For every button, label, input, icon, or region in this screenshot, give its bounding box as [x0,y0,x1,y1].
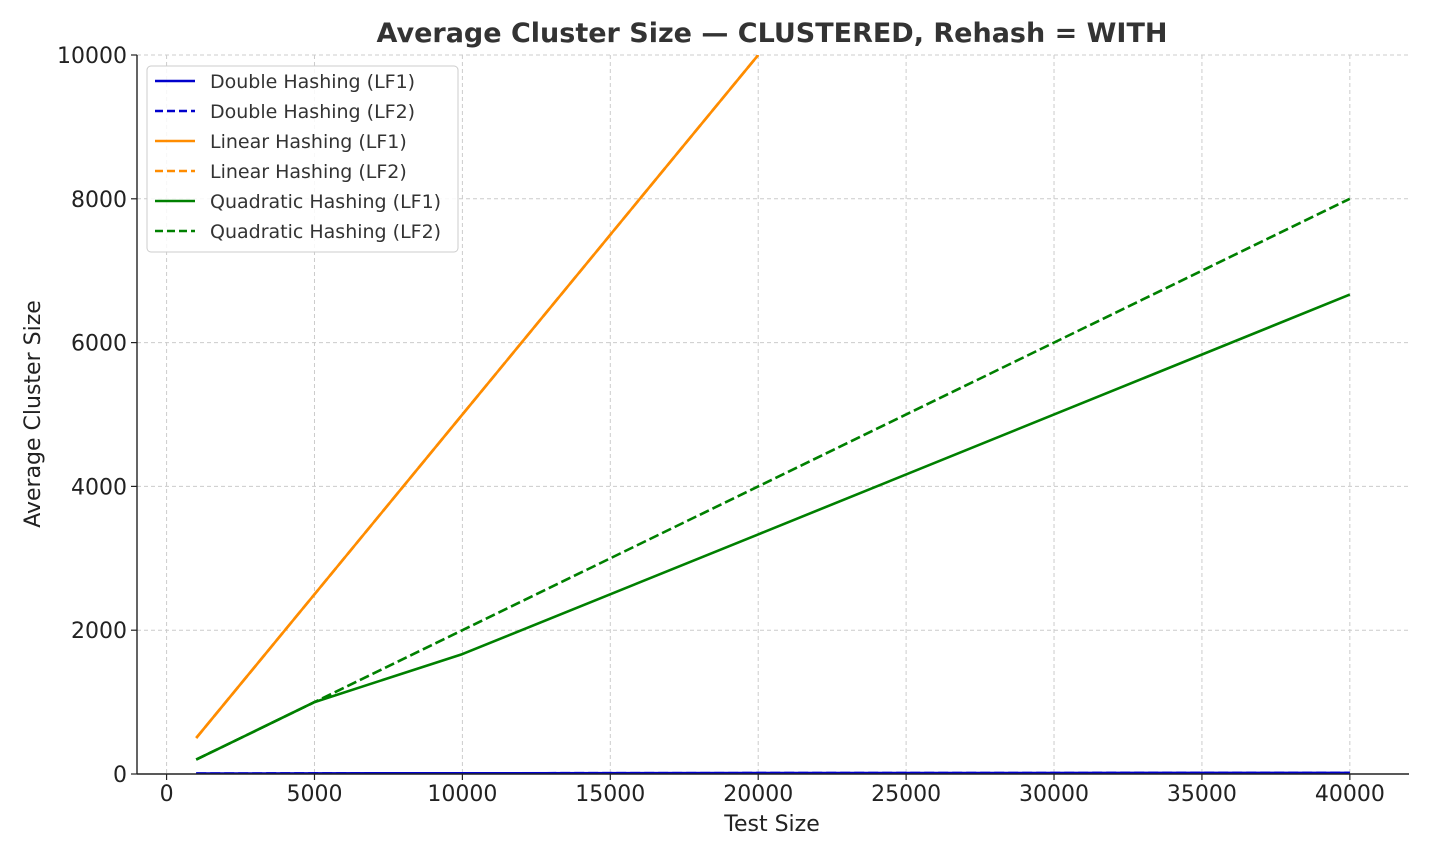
legend-box [146,65,459,253]
x-tick-label: 10000 [427,782,497,807]
x-tick-label: 15000 [575,782,645,807]
y-tick-label: 4000 [71,475,127,500]
y-tick-label: 10000 [57,44,127,69]
legend-label: Double Hashing (LF1) [210,71,415,93]
legend-label: Linear Hashing (LF2) [210,161,407,183]
legend-label: Quadratic Hashing (LF2) [210,221,441,243]
series-line-6 [195,197,1351,761]
chart-title: Average Cluster Size — CLUSTERED, Rehash… [377,18,1168,49]
x-tick-label: 0 [160,782,174,807]
legend-label: Double Hashing (LF2) [210,101,415,123]
legend: Double Hashing (LF1) Double Hashing (LF2)… [146,65,459,253]
y-tick-label: 8000 [71,188,127,213]
y-tick-label: 6000 [71,332,127,357]
ticks: 0 5000 10000 15000 20000 25000 30000 35000 40000… [57,44,1385,807]
y-tick-label: 2000 [71,619,127,644]
x-axis-label: Test Size [723,812,819,837]
x-tick-label: 35000 [1167,782,1237,807]
legend-label: Quadratic Hashing (LF1) [210,191,441,213]
series-line-4 [195,55,760,739]
axes [136,55,1409,775]
x-tick-label: 30000 [1019,782,1089,807]
y-axis-label: Average Cluster Size [21,300,46,528]
legend-label: Linear Hashing (LF1) [210,131,407,153]
y-tick-label: 0 [113,763,127,788]
x-tick-label: 25000 [871,782,941,807]
x-tick-label: 20000 [723,782,793,807]
x-tick-label: 40000 [1315,782,1385,807]
x-tick-label: 5000 [286,782,342,807]
